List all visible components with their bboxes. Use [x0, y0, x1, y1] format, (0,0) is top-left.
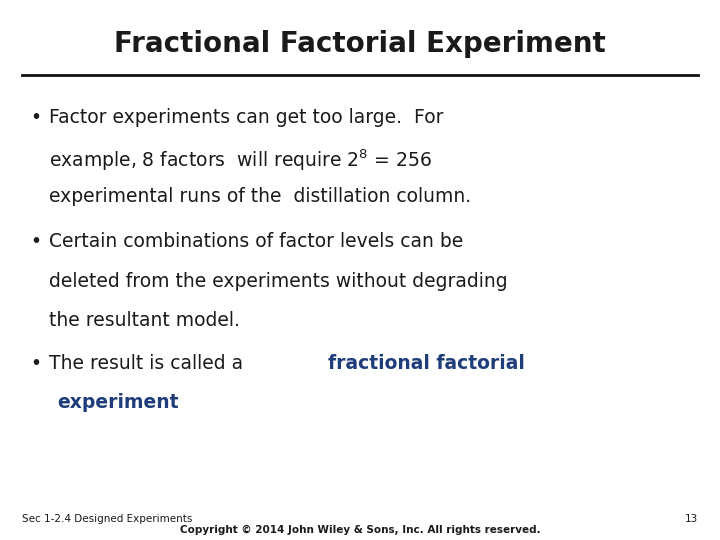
Text: example, 8 factors  will require 2$^{8}$ = 256: example, 8 factors will require 2$^{8}$ … — [49, 147, 432, 173]
Text: Fractional Factorial Experiment: Fractional Factorial Experiment — [114, 30, 606, 58]
Text: •: • — [30, 232, 41, 251]
Text: fractional factorial: fractional factorial — [328, 354, 525, 373]
Text: deleted from the experiments without degrading: deleted from the experiments without deg… — [49, 272, 508, 291]
Text: Sec 1-2.4 Designed Experiments: Sec 1-2.4 Designed Experiments — [22, 514, 192, 524]
Text: Copyright © 2014 John Wiley & Sons, Inc. All rights reserved.: Copyright © 2014 John Wiley & Sons, Inc.… — [180, 524, 540, 535]
Text: The result is called a: The result is called a — [49, 354, 249, 373]
Text: Factor experiments can get too large.  For: Factor experiments can get too large. Fo… — [49, 108, 444, 127]
Text: •: • — [30, 354, 41, 373]
Text: the resultant model.: the resultant model. — [49, 311, 240, 330]
Text: experimental runs of the  distillation column.: experimental runs of the distillation co… — [49, 187, 471, 206]
Text: •: • — [30, 108, 41, 127]
Text: 13: 13 — [685, 514, 698, 524]
Text: Certain combinations of factor levels can be: Certain combinations of factor levels ca… — [49, 232, 463, 251]
Text: experiment: experiment — [58, 393, 179, 412]
